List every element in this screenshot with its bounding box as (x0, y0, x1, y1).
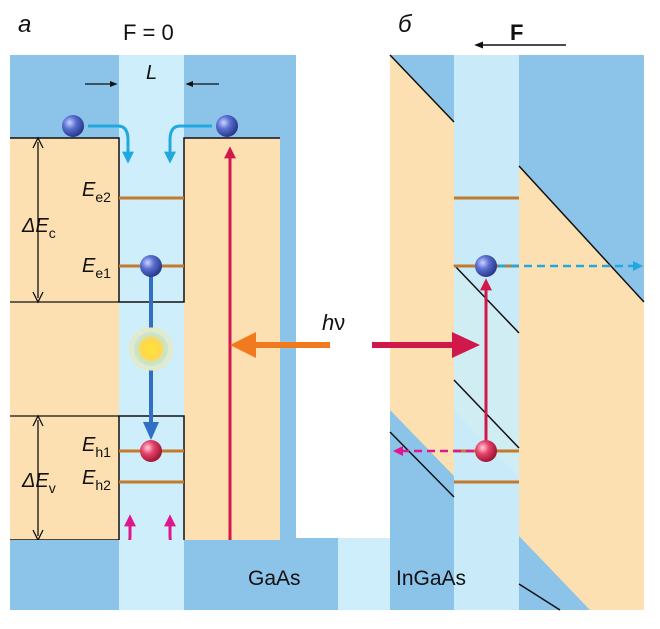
width-label: L (146, 62, 157, 84)
gaas-label: GaAs (248, 567, 301, 590)
panel-b (389, 41, 645, 611)
panel-b-letter: б (398, 11, 413, 38)
panel-a-letter: а (18, 11, 31, 38)
electron-level-ee1 (140, 255, 162, 277)
hole-level-eh1 (140, 440, 162, 462)
tilted-electron (475, 255, 497, 277)
panel-a (10, 55, 296, 610)
delta-ev-label: ΔEv (21, 470, 56, 496)
delta-ec-label: ΔEc (21, 215, 56, 241)
electron-capture-arrow-right (164, 124, 212, 164)
photon-arrows (230, 332, 480, 358)
ee2-label: Ee2 (82, 179, 111, 205)
eh1-label: Eh1 (82, 434, 111, 460)
electron-capture-arrow-left (88, 124, 134, 164)
panel-b-field-label: F (510, 20, 523, 45)
tilted-hole (475, 440, 497, 462)
substrate-strip (10, 538, 518, 610)
electron-barrier-right (216, 115, 238, 137)
photon-flash-icon (129, 327, 173, 371)
photon-label: hν (322, 310, 345, 335)
eh2-label: Eh2 (82, 467, 111, 493)
panel-a-field-label: F = 0 (123, 20, 174, 45)
ee1-label: Ee1 (82, 255, 111, 281)
ingaas-label: InGaAs (396, 567, 466, 590)
electron-barrier-left (62, 115, 84, 137)
